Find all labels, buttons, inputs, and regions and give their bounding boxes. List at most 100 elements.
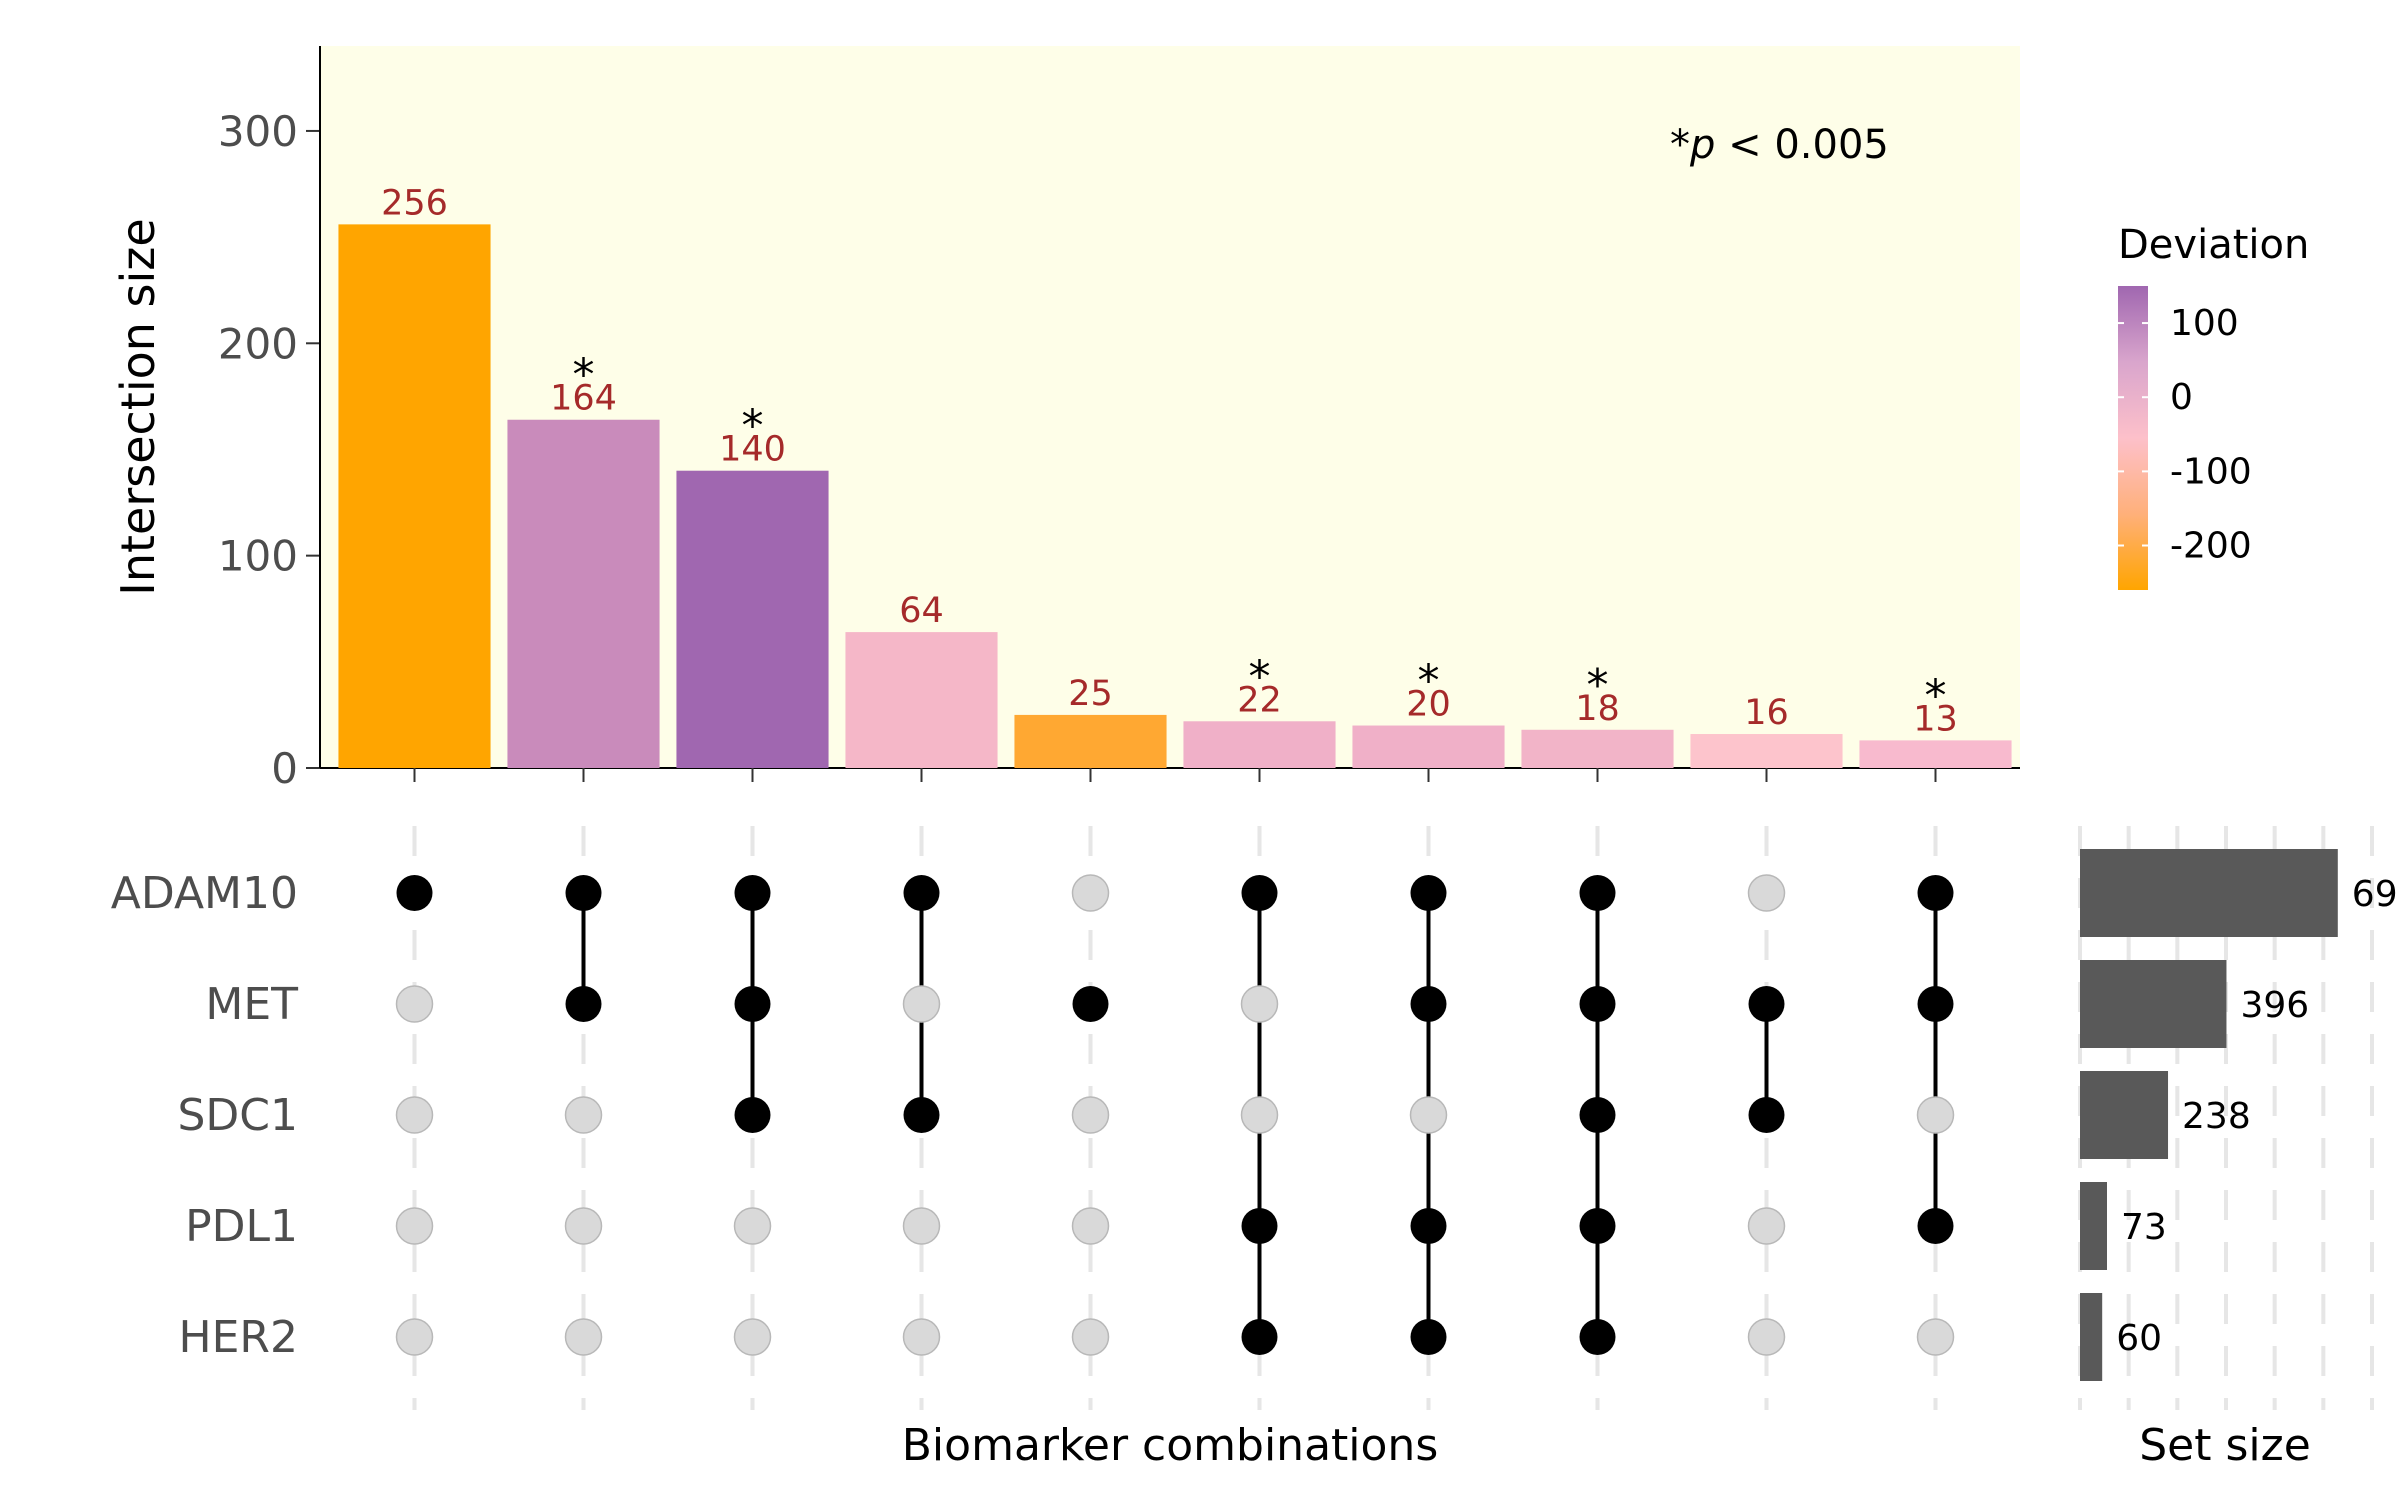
matrix-dot-inactive [564, 1096, 603, 1134]
set-size-value: 73 [2121, 1207, 2167, 1248]
intersection-bar [1859, 740, 2012, 768]
bar-value-label: 20 [1406, 685, 1451, 725]
matrix-dot-inactive [395, 985, 434, 1023]
significance-annotation: *p < 0.005 [1670, 122, 1889, 168]
intersection-bar [845, 632, 998, 768]
bar-value-label: 25 [1068, 674, 1113, 714]
matrix-dot-active [1410, 986, 1447, 1022]
significance-star: * [573, 350, 595, 401]
annotation-threshold: < 0.005 [1715, 122, 1888, 168]
set-size-value: 697 [2352, 874, 2400, 915]
significance-star: * [1418, 656, 1440, 707]
matrix-dot-inactive [902, 1207, 941, 1245]
matrix-dot-inactive [395, 1318, 434, 1356]
annotation-star: * [1670, 122, 1690, 168]
set-size-value: 396 [2240, 985, 2309, 1026]
matrix-dot-inactive [1071, 1096, 1110, 1134]
set-size-bar [2080, 1182, 2108, 1270]
matrix-dot-inactive [1409, 1096, 1448, 1134]
membership-matrix [395, 826, 1955, 1410]
set-label: MET [205, 979, 298, 1030]
matrix-dot-active [1748, 1097, 1785, 1133]
intersection-bar [676, 470, 829, 768]
bar-value-label: 18 [1575, 689, 1620, 729]
matrix-dot-active [734, 1097, 771, 1133]
set-labels: ADAM10 MET SDC1 PDL1 HER2 [111, 868, 298, 1363]
matrix-dot-inactive [733, 1207, 772, 1245]
legend-title: Deviation [2118, 222, 2309, 268]
deviation-legend: Deviation 100 0 -100 -200 [2118, 222, 2309, 590]
matrix-dot-inactive [1747, 874, 1786, 912]
legend-tick-label: -100 [2170, 451, 2252, 492]
set-label: ADAM10 [111, 868, 298, 919]
matrix-dot-active [903, 1097, 940, 1133]
matrix-dot-active [396, 875, 433, 911]
matrix-dot-active [1579, 875, 1616, 911]
matrix-dot-inactive [1240, 1096, 1279, 1134]
matrix-dot-active [734, 986, 771, 1022]
matrix-dot-inactive [1916, 1096, 1955, 1134]
set-size-bar [2080, 960, 2227, 1048]
matrix-dot-active [1410, 875, 1447, 911]
matrix-dot-inactive [1071, 874, 1110, 912]
matrix-dot-active [1579, 986, 1616, 1022]
matrix-dot-inactive [902, 985, 941, 1023]
intersection-bar [507, 419, 660, 768]
matrix-dot-active [1579, 1097, 1616, 1133]
matrix-dot-inactive [1747, 1318, 1786, 1356]
y-axis-ticks: 0 100 200 300 [218, 107, 320, 793]
matrix-dot-active [1579, 1208, 1616, 1244]
matrix-dot-inactive [1747, 1207, 1786, 1245]
set-label: PDL1 [185, 1201, 298, 1252]
matrix-dot-active [1917, 875, 1954, 911]
intersection-bar [1521, 729, 1674, 768]
bar-value-label: 16 [1744, 693, 1789, 733]
matrix-dot-active [1579, 1319, 1616, 1355]
set-size-bar [2080, 1293, 2103, 1381]
intersection-bar [338, 224, 491, 768]
matrix-dot-active [903, 875, 940, 911]
legend-colorbar [2118, 286, 2148, 590]
y-tick-label: 200 [218, 319, 298, 368]
matrix-dot-active [1241, 875, 1278, 911]
annotation-italic-p: p [1689, 122, 1715, 168]
y-tick-label: 100 [218, 532, 298, 581]
matrix-dot-active [1241, 1208, 1278, 1244]
matrix-dot-active [1748, 986, 1785, 1022]
matrix-dot-active [565, 875, 602, 911]
bar-value-label: 22 [1237, 680, 1282, 720]
set-size-bar [2080, 1071, 2169, 1159]
legend-tick-label: 0 [2170, 377, 2193, 418]
matrix-dot-active [1241, 1319, 1278, 1355]
legend-tick-label: -200 [2170, 526, 2252, 567]
significance-star: * [1925, 670, 1947, 721]
matrix-dot-inactive [1071, 1318, 1110, 1356]
y-tick-label: 300 [218, 107, 298, 156]
matrix-dot-active [734, 875, 771, 911]
significance-star: * [1249, 651, 1271, 702]
intersection-bar [1352, 725, 1505, 768]
legend-tick-label: 100 [2170, 303, 2239, 344]
matrix-dot-inactive [1071, 1207, 1110, 1245]
set-size-value: 238 [2182, 1096, 2251, 1137]
matrix-dot-inactive [733, 1318, 772, 1356]
matrix-dot-active [1410, 1208, 1447, 1244]
matrix-dot-inactive [395, 1207, 434, 1245]
matrix-dot-active [1072, 986, 1109, 1022]
set-label: SDC1 [177, 1090, 298, 1141]
bar-value-label: 13 [1913, 699, 1958, 739]
matrix-dot-inactive [395, 1096, 434, 1134]
matrix-dot-active [1410, 1319, 1447, 1355]
intersection-bar [1183, 721, 1336, 768]
bar-value-label: 256 [381, 183, 448, 223]
matrix-dot-inactive [902, 1318, 941, 1356]
matrix-dot-active [565, 986, 602, 1022]
y-tick-label: 0 [271, 744, 298, 793]
set-size-value: 60 [2116, 1318, 2162, 1359]
matrix-dot-inactive [564, 1318, 603, 1356]
set-size-bar [2080, 849, 2338, 937]
intersection-bar [1690, 734, 1843, 768]
intersection-bar [1014, 714, 1167, 768]
y-axis-title: Intersection size [111, 218, 165, 595]
